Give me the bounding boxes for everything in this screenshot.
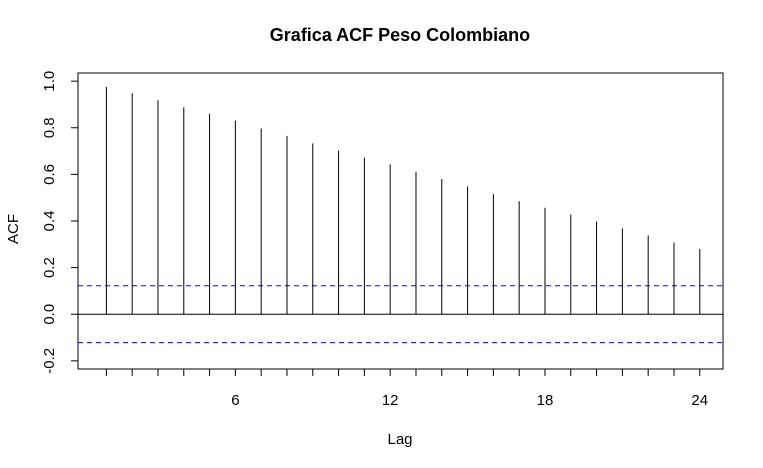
plot-frame — [77, 72, 724, 370]
y-tick-label-0.4: 0.4 — [41, 211, 58, 232]
x-tick-label-6: 6 — [231, 392, 239, 409]
chart-marks: 6 12 18 24 -0.2 0.0 0.2 0.4 0.6 0.8 1.0 — [41, 71, 723, 409]
chart-title: Grafica ACF Peso Colombiano — [270, 25, 530, 45]
y-tick-label-0.8: 0.8 — [41, 117, 58, 138]
y-tick-label--0.2: -0.2 — [41, 348, 58, 374]
y-tick-label-0.6: 0.6 — [41, 164, 58, 185]
y-tick-label-1.0: 1.0 — [41, 71, 58, 92]
y-tick-label-0.0: 0.0 — [41, 304, 58, 325]
x-axis-label: Lag — [387, 431, 412, 448]
y-axis-label: ACF — [5, 214, 22, 244]
x-tick-label-18: 18 — [537, 392, 554, 409]
x-tick-label-24: 24 — [691, 392, 708, 409]
y-tick-label-0.2: 0.2 — [41, 257, 58, 278]
x-tick-label-12: 12 — [382, 392, 399, 409]
